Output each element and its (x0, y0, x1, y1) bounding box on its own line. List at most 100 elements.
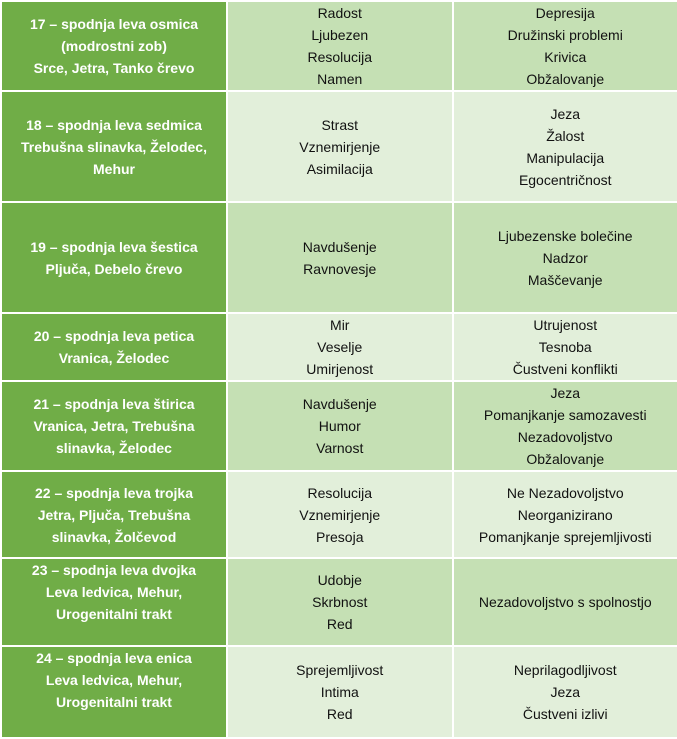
negative-emotions-cell: Nezadovoljstvo s spolnostjo (453, 558, 677, 646)
cell-line: Pljuča, Debelo črevo (4, 258, 224, 280)
cell-line: Udobje (230, 569, 450, 591)
cell-line: Namen (230, 68, 450, 90)
cell-line: Pomanjkanje sprejemljivosti (456, 526, 676, 548)
cell-line: Manipulacija (456, 147, 676, 169)
cell-line: Umirjenost (230, 358, 450, 380)
cell-line: Maščevanje (456, 269, 676, 291)
cell-line: Vranica, Želodec (4, 347, 224, 369)
cell-line: 22 – spodnja leva trojka (4, 482, 224, 504)
cell-line: Nezadovoljstvo (456, 426, 676, 448)
cell-line: 19 – spodnja leva šestica (4, 236, 224, 258)
cell-line: Tesnoba (456, 336, 676, 358)
cell-line: Ne Nezadovoljstvo (456, 482, 676, 504)
cell-line: Ljubezen (230, 24, 450, 46)
cell-line: Presoja (230, 526, 450, 548)
cell-line: Egocentričnost (456, 169, 676, 191)
cell-line: Jeza (456, 382, 676, 404)
cell-line: 18 – spodnja leva sedmica (4, 114, 224, 136)
cell-line: Vznemirjenje (230, 136, 450, 158)
cell-line: Leva ledvica, Mehur, (4, 581, 224, 603)
cell-line: Vranica, Jetra, Trebušna (4, 415, 224, 437)
cell-line: 23 – spodnja leva dvojka (4, 559, 224, 581)
cell-line: Obžalovanje (456, 448, 676, 470)
cell-line: Navdušenje (230, 236, 450, 258)
cell-line: Skrbnost (230, 591, 450, 613)
cell-line: Red (230, 613, 450, 635)
cell-line: Navdušenje (230, 393, 450, 415)
cell-line: Trebušna slinavka, Želodec, (4, 136, 224, 158)
cell-line: Urogenitalni trakt (4, 691, 224, 713)
cell-line: Pomanjkanje samozavesti (456, 404, 676, 426)
cell-line: Humor (230, 415, 450, 437)
cell-line: Strast (230, 114, 450, 136)
cell-line: Srce, Jetra, Tanko črevo (4, 57, 224, 79)
cell-line: 24 – spodnja leva enica (4, 647, 224, 669)
cell-line: slinavka, Žolčevod (4, 526, 224, 548)
cell-line: Ravnovesje (230, 258, 450, 280)
cell-line: Jeza (456, 681, 676, 703)
cell-line: Depresija (456, 2, 676, 24)
cell-line: (modrostni zob) (4, 35, 224, 57)
cell-line: Ljubezenske bolečine (456, 225, 676, 247)
cell-line: Asimilacija (230, 158, 450, 180)
cell-line: Radost (230, 2, 450, 24)
cell-line: 17 – spodnja leva osmica (4, 13, 224, 35)
cell-line: Čustveni izlivi (456, 703, 676, 725)
tooth-cell: 17 – spodnja leva osmica(modrostni zob)S… (1, 1, 227, 91)
cell-line: Krivica (456, 46, 676, 68)
cell-line: Red (230, 703, 450, 725)
cell-line: Urogenitalni trakt (4, 603, 224, 625)
cell-line: Družinski problemi (456, 24, 676, 46)
cell-line: Intima (230, 681, 450, 703)
cell-line: Jeza (456, 103, 676, 125)
cell-line: 21 – spodnja leva štirica (4, 393, 224, 415)
cell-line: Resolucija (230, 46, 450, 68)
cell-line: Vznemirjenje (230, 504, 450, 526)
cell-line: Neprilagodljivost (456, 659, 676, 681)
cell-line: Žalost (456, 125, 676, 147)
cell-line: Leva ledvica, Mehur, (4, 669, 224, 691)
cell-line: Varnost (230, 437, 450, 459)
cell-line: Resolucija (230, 482, 450, 504)
table-row: 17 – spodnja leva osmica(modrostni zob)S… (1, 1, 677, 91)
cell-line: 20 – spodnja leva petica (4, 325, 224, 347)
cell-line: Obžalovanje (456, 68, 676, 90)
cell-line: Sprejemljivost (230, 659, 450, 681)
cell-line: Mir (230, 314, 450, 336)
cell-line: Utrujenost (456, 314, 676, 336)
cell-line: Veselje (230, 336, 450, 358)
cell-line: Jetra, Pljuča, Trebušna (4, 504, 224, 526)
cell-line: Mehur (4, 158, 224, 180)
cell-line: Čustveni konflikti (456, 358, 676, 380)
